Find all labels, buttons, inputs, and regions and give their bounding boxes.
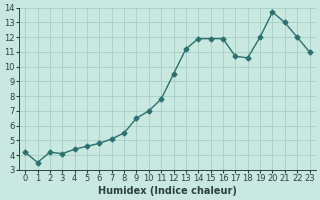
X-axis label: Humidex (Indice chaleur): Humidex (Indice chaleur)	[98, 186, 237, 196]
